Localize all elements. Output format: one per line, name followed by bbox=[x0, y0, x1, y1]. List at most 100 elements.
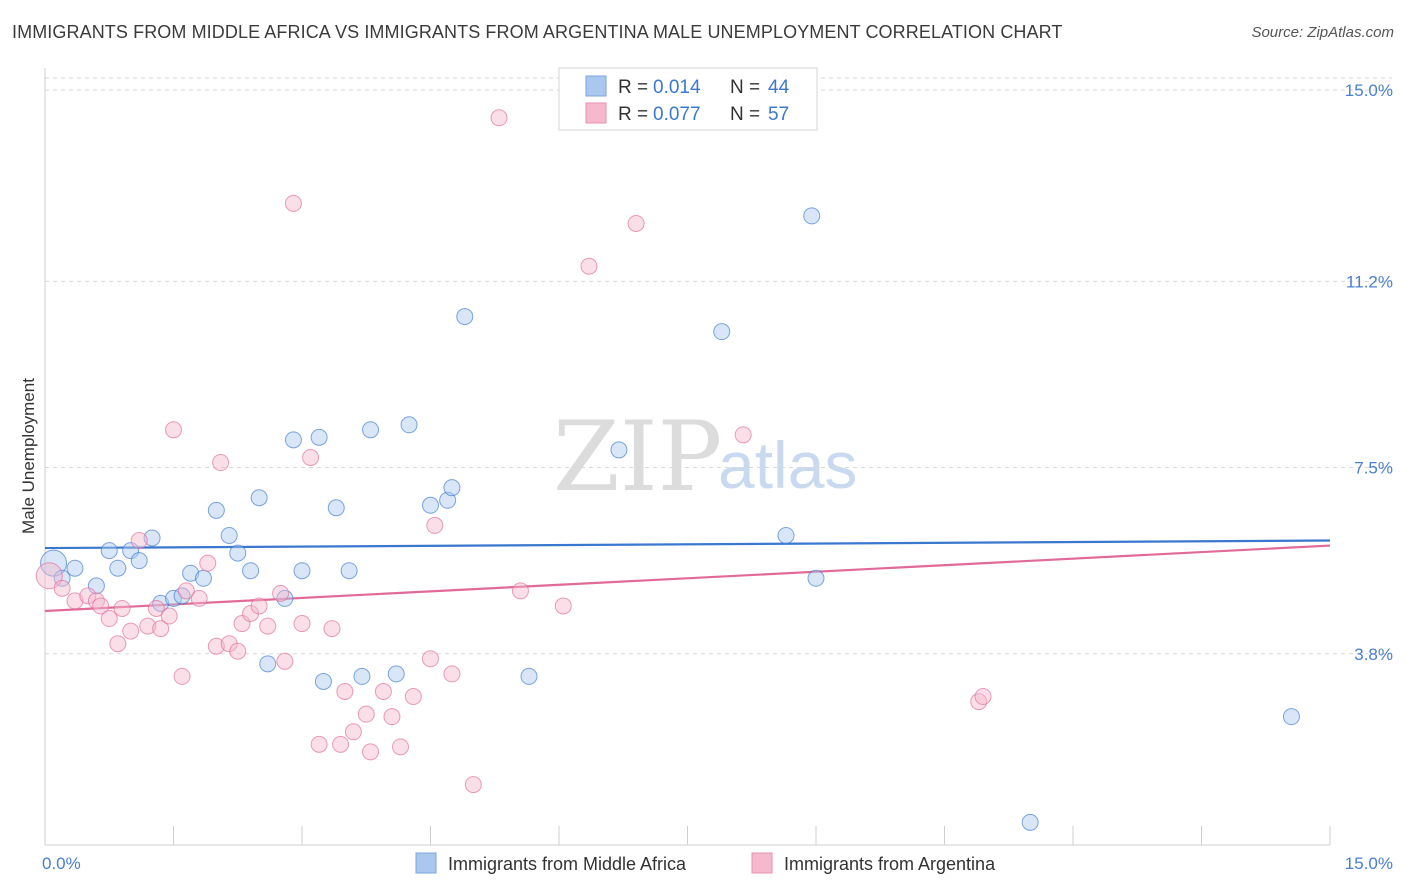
point-series1-18 bbox=[190, 589, 208, 607]
point-series0-8 bbox=[143, 529, 161, 547]
legend-n-label-blue: N = bbox=[730, 77, 760, 98]
point-series1-17 bbox=[177, 582, 195, 600]
point-series0-23 bbox=[310, 428, 328, 446]
point-series1-52 bbox=[627, 214, 645, 232]
y-tick-label-0: 3.8% bbox=[1354, 645, 1393, 664]
point-series1-43 bbox=[404, 688, 422, 706]
point-series1-3 bbox=[79, 587, 97, 605]
point-series1-47 bbox=[464, 776, 482, 794]
legend-swatch-pink bbox=[585, 102, 607, 124]
point-series0-16 bbox=[229, 544, 247, 562]
point-series1-13 bbox=[152, 620, 170, 638]
point-series1-51 bbox=[580, 257, 598, 275]
point-series1-16 bbox=[173, 667, 191, 685]
point-series1-28 bbox=[272, 584, 290, 602]
point-series1-7 bbox=[109, 635, 127, 653]
point-series1-20 bbox=[207, 637, 225, 655]
point-series0-18 bbox=[250, 489, 268, 507]
watermark: ZIP atlas bbox=[553, 401, 857, 513]
legend-n-value-blue: 44 bbox=[768, 77, 790, 98]
legend-n-label-pink: N = bbox=[730, 104, 760, 125]
point-series0-19 bbox=[259, 655, 277, 673]
point-series1-35 bbox=[332, 735, 350, 753]
legend-r-label-pink: R = bbox=[618, 104, 648, 125]
point-series0-29 bbox=[387, 665, 405, 683]
point-series1-11 bbox=[139, 617, 157, 635]
point-series1-6 bbox=[100, 610, 118, 628]
point-series0-5 bbox=[109, 559, 127, 577]
point-series0-13 bbox=[194, 569, 212, 587]
y-tick-label-3: 15.0% bbox=[1345, 81, 1393, 100]
legend-r-value-blue: 0.014 bbox=[653, 77, 701, 98]
point-series1-32 bbox=[302, 448, 320, 466]
point-series1-44 bbox=[422, 650, 439, 668]
point-series1-27 bbox=[259, 617, 277, 635]
point-series0-38 bbox=[777, 526, 795, 544]
point-series1-55 bbox=[974, 688, 992, 706]
x-tick-label-end: 15.0% bbox=[1345, 854, 1393, 873]
point-series0-17 bbox=[242, 562, 260, 580]
point-series1-46 bbox=[443, 665, 461, 683]
y-tick-label-1: 7.5% bbox=[1354, 459, 1393, 478]
point-series1-2 bbox=[66, 592, 84, 610]
point-series1-41 bbox=[383, 708, 401, 726]
watermark-atlas: atlas bbox=[718, 428, 857, 502]
point-series0-27 bbox=[353, 667, 371, 685]
point-series0-26 bbox=[340, 562, 358, 580]
point-series0-30 bbox=[400, 416, 418, 434]
point-series0-34 bbox=[456, 308, 474, 326]
point-series1-39 bbox=[362, 743, 380, 761]
x-tick-label-start: 0.0% bbox=[42, 854, 81, 873]
point-series0-24 bbox=[314, 672, 332, 690]
point-series0-36 bbox=[610, 441, 628, 459]
point-series1-29 bbox=[276, 652, 294, 670]
bottom-legend: Immigrants from Middle Africa Immigrants… bbox=[415, 852, 996, 874]
point-series1-34 bbox=[323, 620, 341, 638]
point-series1-49 bbox=[511, 582, 529, 600]
point-series0-21 bbox=[284, 431, 302, 449]
point-series0-12 bbox=[182, 564, 200, 582]
point-series1-48 bbox=[490, 109, 508, 127]
point-series0-41 bbox=[1021, 813, 1039, 831]
watermark-zip: ZIP bbox=[553, 401, 722, 513]
source-label: Source: ZipAtlas.com bbox=[1251, 24, 1394, 41]
point-series0-15 bbox=[220, 526, 238, 544]
point-series1-50 bbox=[554, 597, 572, 615]
point-series1-37 bbox=[344, 723, 362, 741]
point-series1-0 bbox=[35, 562, 63, 590]
point-series0-28 bbox=[362, 421, 380, 439]
point-series1-21 bbox=[212, 454, 230, 472]
legend-n-value-pink: 57 bbox=[768, 104, 789, 125]
point-series1-23 bbox=[229, 642, 247, 660]
point-series1-53 bbox=[734, 426, 752, 444]
point-series1-19 bbox=[199, 554, 217, 572]
chart-title: IMMIGRANTS FROM MIDDLE AFRICA VS IMMIGRA… bbox=[12, 22, 1063, 42]
point-series1-10 bbox=[130, 532, 148, 550]
point-series0-42 bbox=[1282, 708, 1300, 726]
point-series1-12 bbox=[147, 599, 165, 617]
point-series1-33 bbox=[310, 735, 328, 753]
point-series0-39 bbox=[803, 207, 821, 225]
point-series0-25 bbox=[327, 499, 345, 517]
trend-line-series1 bbox=[44, 544, 1331, 613]
point-series1-1 bbox=[53, 579, 71, 597]
point-series1-45 bbox=[426, 516, 444, 534]
bottom-legend-label-blue: Immigrants from Middle Africa bbox=[448, 854, 687, 874]
point-series0-7 bbox=[130, 552, 148, 570]
point-series0-22 bbox=[293, 562, 311, 580]
trend-line-series0 bbox=[44, 539, 1331, 550]
legend-r-label-blue: R = bbox=[618, 77, 648, 98]
point-series0-4 bbox=[100, 542, 118, 560]
point-series1-42 bbox=[392, 738, 410, 756]
point-series1-40 bbox=[374, 683, 392, 701]
axes bbox=[44, 68, 1331, 846]
y-axis-label: Male Unemployment bbox=[19, 378, 38, 534]
legend-r-value-pink: 0.077 bbox=[653, 104, 701, 125]
point-series0-37 bbox=[713, 323, 731, 341]
point-series0-14 bbox=[207, 501, 225, 519]
point-series0-40 bbox=[807, 569, 825, 587]
tick-labels: 3.8% 7.5% 11.2% 15.0% 0.0% 15.0% bbox=[42, 81, 1393, 873]
point-series1-5 bbox=[92, 597, 110, 615]
point-series1-15 bbox=[165, 421, 182, 439]
bottom-legend-swatch-blue bbox=[415, 852, 437, 874]
